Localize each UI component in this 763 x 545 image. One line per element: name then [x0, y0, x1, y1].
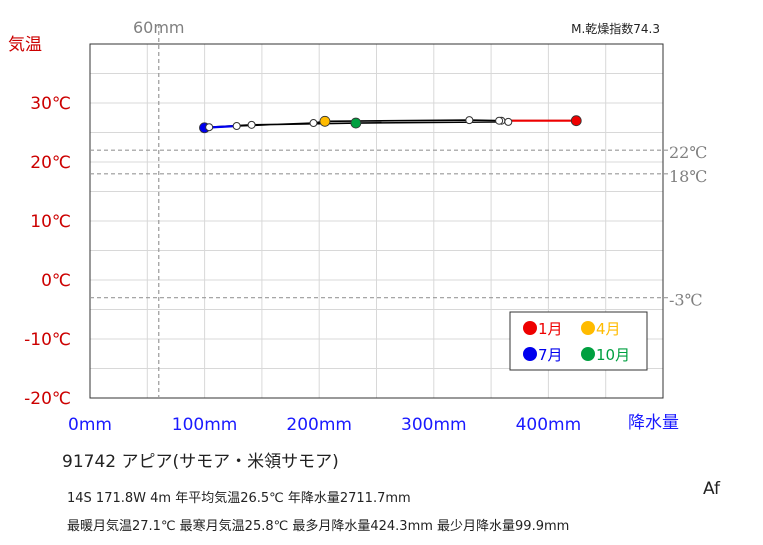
point-month-5: [309, 119, 318, 128]
legend-label-3: 7月: [538, 346, 563, 364]
chart-title: 91742 アピア(サモア・米領サモア): [62, 452, 339, 472]
threshold-label-temp: 22℃: [669, 143, 707, 162]
x-tick-label: 100mm: [172, 415, 238, 435]
threshold-label-60mm: 60mm: [133, 18, 185, 37]
info-line-1: 14S 171.8W 4m 年平均気温26.5℃ 年降水量2711.7mm: [67, 490, 411, 506]
point-month-4: [319, 115, 331, 127]
axis-labels: 0mm 100mm 200mm 300mm 400mm 30℃ 20℃ 10℃ 0℃ -10℃ -2…: [24, 94, 581, 435]
threshold-label-temp: 18℃: [669, 167, 707, 186]
point-month-6: [232, 122, 241, 131]
plot-grid: [90, 44, 663, 398]
aridity-index: M.乾燥指数74.3: [571, 21, 660, 36]
legend-marker-4: [581, 347, 595, 361]
y-tick-label: 0℃: [41, 271, 71, 291]
y-tick-label: 30℃: [30, 94, 71, 114]
point-month-12: [495, 116, 504, 125]
legend-marker-1: [523, 321, 537, 335]
point-month-11: [504, 117, 513, 126]
point-month-10: [350, 117, 362, 129]
point-month-1: [570, 115, 582, 127]
point-month-3: [465, 116, 474, 125]
legend-label-2: 4月: [596, 320, 621, 338]
x-tick-label: 400mm: [516, 415, 582, 435]
y-tick-label: 10℃: [30, 212, 71, 232]
threshold-label-temp: -3℃: [669, 291, 702, 310]
info-line-2: 最暖月気温27.1℃ 最寒月気温25.8℃ 最多月降水量424.3mm 最少月降…: [67, 518, 569, 534]
point-month-8: [205, 123, 214, 132]
y-tick-label: 20℃: [30, 153, 71, 173]
legend-marker-2: [581, 321, 595, 335]
legend: 1月 4月 7月 10月: [509, 311, 648, 371]
climate-series: [199, 115, 582, 134]
y-axis-label: 気温: [8, 35, 42, 55]
legend-label-4: 10月: [596, 346, 630, 364]
legend-label-1: 1月: [538, 320, 563, 338]
threshold-lines: 60mm 22℃ 18℃ -3℃: [90, 18, 707, 398]
y-tick-label: -20℃: [24, 389, 71, 409]
y-tick-label: -10℃: [24, 330, 71, 350]
x-axis-label: 降水量: [628, 413, 679, 433]
x-tick-label: 200mm: [286, 415, 352, 435]
point-month-9: [247, 120, 256, 129]
x-tick-label: 0mm: [68, 415, 112, 435]
climate-class: Af: [703, 479, 721, 499]
legend-marker-3: [523, 347, 537, 361]
x-tick-label: 300mm: [401, 415, 467, 435]
plot-area: [89, 43, 664, 399]
